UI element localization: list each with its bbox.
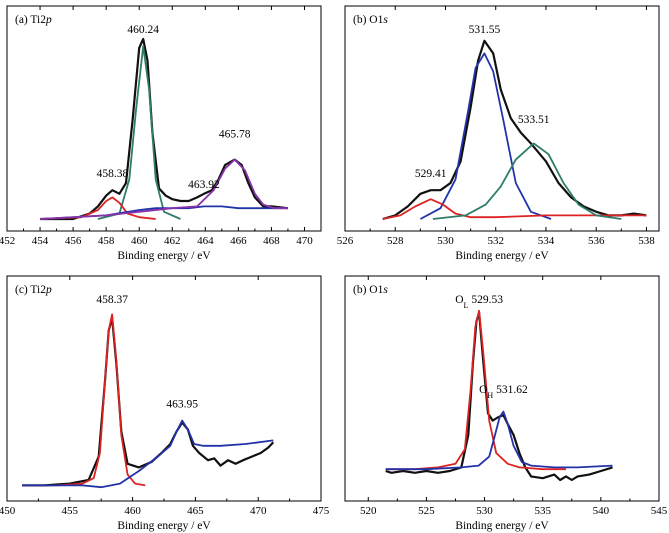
x-tick-label: 464 bbox=[197, 235, 214, 247]
x-tick-label: 525 bbox=[418, 505, 435, 517]
x-tick-label: 535 bbox=[534, 505, 551, 517]
plot-frame bbox=[344, 5, 660, 232]
x-tick-label: 520 bbox=[360, 505, 377, 517]
series-line bbox=[40, 196, 156, 220]
panel-title: (b) O1s bbox=[353, 284, 388, 296]
peak-label: 463.95 bbox=[166, 398, 198, 410]
series-line bbox=[97, 45, 181, 220]
x-tick-label: 470 bbox=[296, 235, 313, 247]
x-axis-label: Binding energy / eV bbox=[117, 250, 211, 262]
peak-label: OL 529.53 bbox=[455, 294, 503, 310]
x-tick-label: 526 bbox=[337, 235, 354, 247]
x-tick-label: 536 bbox=[588, 235, 605, 247]
panel-d-o1s: 520 525 530 535 540 545 Binding energy / eV (b)… bbox=[344, 275, 668, 532]
peak-label: 529.41 bbox=[415, 168, 447, 180]
x-axis-label: Binding energy / eV bbox=[455, 250, 549, 262]
x-tick-label: 450 bbox=[0, 505, 16, 517]
peak-label: 463.92 bbox=[188, 179, 220, 191]
x-axis-label: Binding energy / eV bbox=[455, 520, 549, 532]
x-tick-label: 455 bbox=[62, 505, 79, 517]
x-tick-label: 534 bbox=[538, 235, 555, 247]
x-tick-label: 468 bbox=[263, 235, 280, 247]
peak-label: 458.37 bbox=[96, 294, 128, 306]
x-tick-label: 460 bbox=[131, 235, 148, 247]
x-tick-label: 458 bbox=[98, 235, 115, 247]
x-tick-label: 540 bbox=[593, 505, 610, 517]
series-line bbox=[40, 158, 288, 220]
series-line bbox=[432, 142, 622, 220]
series-line bbox=[385, 309, 566, 471]
x-tick-label: 530 bbox=[437, 235, 454, 247]
peak-label: 533.51 bbox=[518, 114, 550, 126]
x-tick-label: 530 bbox=[476, 505, 493, 517]
x-tick-label: 456 bbox=[65, 235, 82, 247]
x-tick-label: 538 bbox=[638, 235, 655, 247]
series-line bbox=[419, 52, 552, 220]
series-line bbox=[40, 37, 289, 221]
series-line bbox=[382, 198, 647, 220]
plot-frame bbox=[6, 275, 322, 502]
series-line bbox=[385, 311, 613, 482]
series-line bbox=[382, 39, 647, 221]
peak-label: 465.78 bbox=[219, 128, 251, 140]
panel-title: (a) Ti2p bbox=[15, 14, 52, 26]
series-line bbox=[40, 205, 288, 220]
peak-label: 458.38 bbox=[97, 168, 129, 180]
series-line bbox=[22, 316, 275, 487]
x-tick-label: 470 bbox=[250, 505, 267, 517]
x-axis-label: Binding energy / eV bbox=[117, 520, 211, 532]
x-tick-label: 545 bbox=[651, 505, 668, 517]
x-tick-label: 532 bbox=[487, 235, 504, 247]
x-tick-label: 528 bbox=[387, 235, 404, 247]
x-tick-label: 462 bbox=[164, 235, 181, 247]
series-line bbox=[385, 410, 613, 471]
x-tick-label: 475 bbox=[313, 505, 330, 517]
plot-frame bbox=[6, 5, 322, 232]
peak-label: OH 531.62 bbox=[479, 384, 528, 400]
panel-a-ti2p: 452 454 456 458 460 462 464 466 468 470 Binding en… bbox=[0, 5, 322, 262]
panel-title: (c) Ti2p bbox=[15, 284, 52, 296]
peak-label: 460.24 bbox=[127, 24, 159, 36]
peak-label: 531.55 bbox=[469, 24, 501, 36]
series-line bbox=[22, 419, 274, 489]
panel-b-o1s: 526 528 530 532 534 536 538 Binding energy / eV… bbox=[337, 5, 660, 262]
x-tick-label: 466 bbox=[230, 235, 247, 247]
plot-frame bbox=[344, 275, 660, 502]
series-line bbox=[22, 313, 146, 487]
panel-title: (b) O1s bbox=[353, 14, 388, 26]
panel-c-ti2p: 450 455 460 465 470 475 Binding energy / eV (c)… bbox=[0, 275, 330, 532]
x-tick-label: 454 bbox=[32, 235, 49, 247]
x-tick-label: 452 bbox=[0, 235, 15, 247]
x-tick-label: 460 bbox=[124, 505, 141, 517]
x-tick-label: 465 bbox=[187, 505, 204, 517]
